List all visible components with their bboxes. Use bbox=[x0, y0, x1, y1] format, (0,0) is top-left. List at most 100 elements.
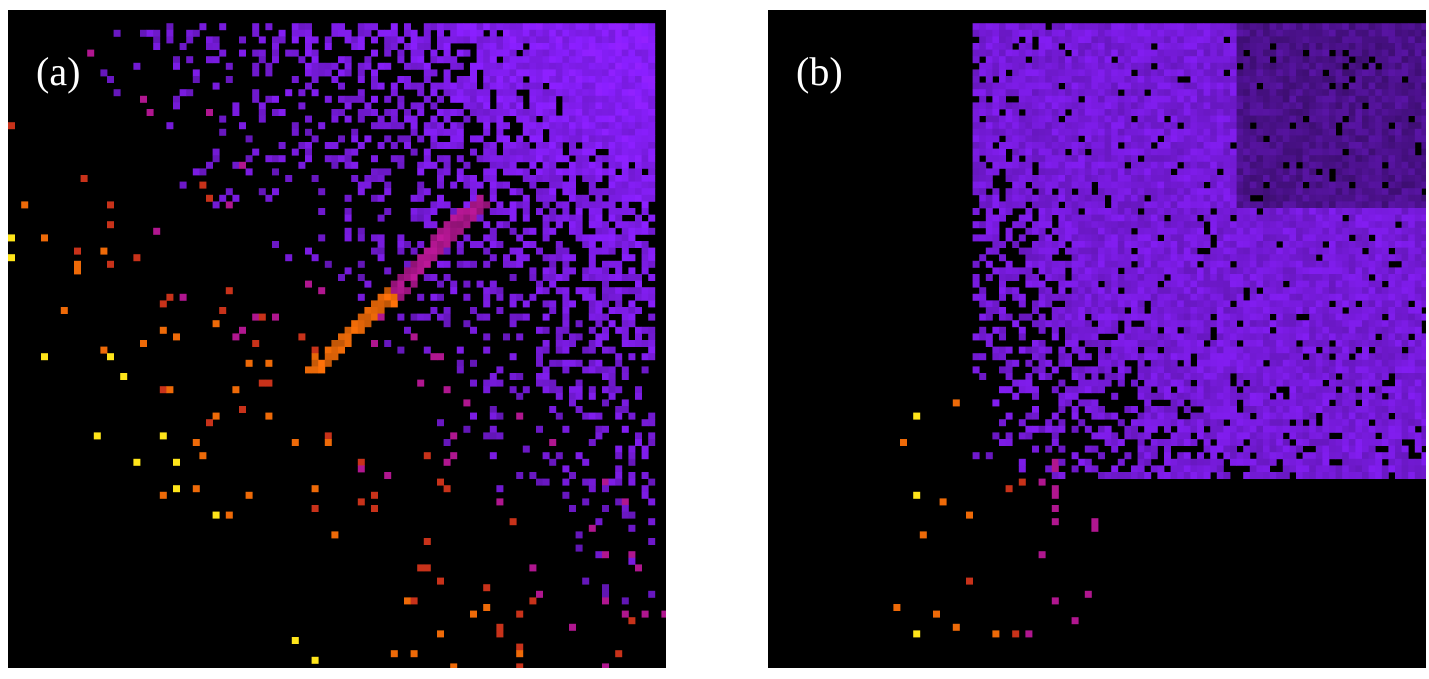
density-cell-1308 bbox=[1038, 155, 1046, 163]
density-cell-296 bbox=[1177, 49, 1185, 57]
density-cell-1061 bbox=[437, 201, 444, 209]
density-cell-763 bbox=[602, 135, 609, 143]
density-cell-1683 bbox=[1018, 194, 1026, 202]
density-cell-882 bbox=[239, 161, 246, 169]
density-cell-1625 bbox=[1058, 188, 1066, 196]
density-cell-901 bbox=[1342, 109, 1350, 116]
density-cell-1275 bbox=[641, 254, 649, 262]
density-cell-2239 bbox=[1117, 254, 1125, 262]
density-cell-1007 bbox=[417, 188, 425, 196]
density-cell-1325 bbox=[423, 274, 431, 281]
density-cell-3001 bbox=[1164, 340, 1171, 347]
density-cell-1037 bbox=[437, 194, 444, 202]
density-cell-859 bbox=[503, 155, 510, 163]
density-cell-905 bbox=[1368, 109, 1376, 116]
density-cell-1644 bbox=[602, 399, 609, 407]
density-cell-875 bbox=[1170, 109, 1178, 116]
density-cell-1391 bbox=[430, 293, 438, 301]
density-cell-1581 bbox=[1164, 181, 1171, 189]
density-cell-477 bbox=[1117, 69, 1125, 77]
density-cell-345 bbox=[1084, 56, 1092, 64]
density-cell-2854 bbox=[1289, 320, 1297, 328]
density-cell-1124 bbox=[1091, 135, 1099, 143]
density-cell-990 bbox=[1065, 122, 1072, 130]
density-cell-3013 bbox=[1256, 340, 1264, 347]
density-cell-1298 bbox=[1401, 148, 1409, 156]
density-cell-547 bbox=[1157, 76, 1165, 83]
density-cell-549 bbox=[1170, 76, 1178, 83]
density-cell-2382 bbox=[1263, 267, 1270, 275]
density-cell-1798 bbox=[1375, 201, 1383, 209]
density-cell-303 bbox=[1223, 49, 1231, 57]
density-cell-2130 bbox=[1157, 241, 1165, 248]
density-cell-2571 bbox=[1342, 287, 1350, 295]
density-cell-527 bbox=[1025, 76, 1033, 83]
density-cell-955 bbox=[483, 175, 491, 182]
density-cell-702 bbox=[641, 122, 649, 130]
density-cell-3008 bbox=[1216, 340, 1224, 347]
density-cell-937 bbox=[595, 168, 603, 176]
density-cell-513 bbox=[1375, 69, 1383, 77]
density-cell-3128 bbox=[1282, 353, 1290, 361]
density-cell-434 bbox=[450, 82, 458, 90]
density-cell-719 bbox=[1018, 95, 1026, 103]
density-cell-627 bbox=[648, 109, 656, 116]
density-cell-806 bbox=[1144, 102, 1152, 110]
density-cell-2546 bbox=[1164, 287, 1171, 295]
density-cell-1034 bbox=[377, 194, 385, 202]
density-cell-2233 bbox=[1078, 254, 1086, 262]
density-cell-1608 bbox=[417, 379, 425, 387]
density-cell-2138 bbox=[1216, 241, 1224, 248]
density-cell-961 bbox=[1315, 115, 1323, 123]
density-cell-1645 bbox=[621, 399, 629, 407]
density-cell-217 bbox=[1091, 43, 1099, 50]
density-cell-515 bbox=[397, 95, 405, 103]
density-cell-281 bbox=[588, 56, 596, 64]
density-cell-2679 bbox=[1243, 300, 1251, 308]
density-cell-789 bbox=[516, 142, 524, 149]
density-cell-98 bbox=[621, 29, 629, 37]
density-cell-710 bbox=[430, 128, 438, 136]
density-cell-45 bbox=[1276, 23, 1284, 31]
density-cell-305 bbox=[384, 62, 392, 70]
density-cell-810 bbox=[305, 148, 312, 156]
density-cell-1278 bbox=[1263, 148, 1270, 156]
density-cell-2161 bbox=[1381, 241, 1389, 248]
density-cell-236 bbox=[1223, 43, 1231, 50]
density-cell-1025 bbox=[635, 188, 642, 196]
density-cell-1787 bbox=[602, 590, 609, 598]
density-cell-732 bbox=[1111, 95, 1119, 103]
density-cell-1724 bbox=[1315, 194, 1323, 202]
density-cell-295 bbox=[265, 62, 273, 70]
density-cell-1641 bbox=[635, 392, 642, 400]
density-cell-2591 bbox=[1051, 293, 1059, 301]
density-cell-1106 bbox=[615, 208, 623, 215]
density-cell-1048 bbox=[1025, 128, 1033, 136]
density-cell-1281 bbox=[1282, 148, 1290, 156]
density-cell-1896 bbox=[1223, 214, 1231, 222]
density-cell-1546 bbox=[1355, 175, 1363, 182]
density-cell-1457 bbox=[476, 313, 484, 321]
density-cell-1686 bbox=[1038, 194, 1046, 202]
density-cell-2824 bbox=[1058, 320, 1066, 328]
density-cell-450 bbox=[1388, 62, 1396, 70]
density-cell-1251 bbox=[608, 247, 616, 255]
density-cell-1790 bbox=[1322, 201, 1330, 209]
density-cell-941 bbox=[1177, 115, 1185, 123]
density-cell-264 bbox=[450, 56, 458, 64]
density-cell-1579 bbox=[575, 359, 583, 367]
density-cell-1703 bbox=[1164, 194, 1171, 202]
density-cell-2604 bbox=[1137, 293, 1145, 301]
density-cell-491 bbox=[1216, 69, 1224, 77]
density-cell-781 bbox=[979, 102, 987, 110]
density-cell-356 bbox=[1164, 56, 1171, 64]
density-cell-1259 bbox=[1137, 148, 1145, 156]
density-cell-2901 bbox=[1230, 326, 1237, 334]
density-cell-1217 bbox=[496, 241, 504, 248]
density-cell-2601 bbox=[1117, 293, 1125, 301]
density-cell-56 bbox=[1348, 23, 1356, 31]
density-cell-214 bbox=[397, 49, 405, 57]
density-cell-2435 bbox=[1197, 274, 1204, 281]
density-cell-1418 bbox=[562, 300, 570, 308]
density-cell-1270 bbox=[562, 254, 570, 262]
